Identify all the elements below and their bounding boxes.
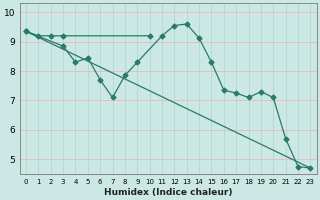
X-axis label: Humidex (Indice chaleur): Humidex (Indice chaleur) bbox=[104, 188, 232, 197]
